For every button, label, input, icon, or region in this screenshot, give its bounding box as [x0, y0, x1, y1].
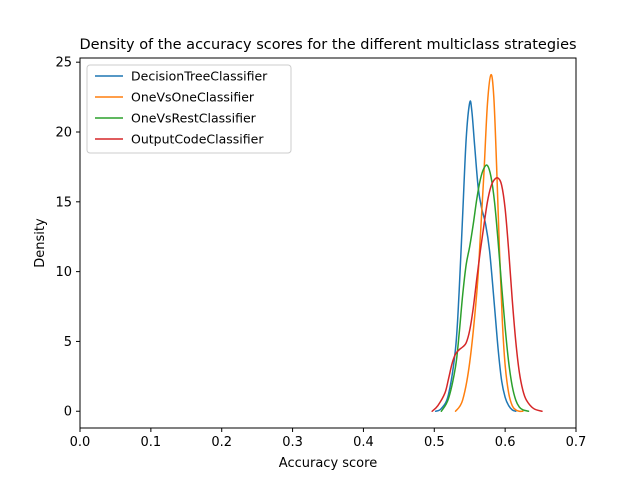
y-tick-label: 25	[55, 56, 72, 71]
series-line-one-vs-rest-classifier	[440, 164, 530, 412]
legend-label-one-vs-one-classifier: OneVsOneClassifier	[131, 90, 255, 105]
y-tick-label: 0	[64, 405, 72, 420]
series-line-one-vs-one-classifier	[454, 73, 524, 413]
y-tick-label: 5	[64, 335, 72, 350]
x-tick-label: 0.2	[211, 435, 232, 450]
x-axis-ticks: 0.0 0.1 0.2 0.3 0.4 0.5 0.6 0.7	[70, 428, 587, 450]
x-tick-label: 0.4	[353, 435, 374, 450]
x-tick-label: 0.1	[141, 435, 162, 450]
y-tick-label: 15	[55, 195, 72, 210]
legend-box	[86, 64, 292, 154]
legend-label-decision-tree-classifier: DecisionTreeClassifier	[131, 69, 268, 84]
y-tick-label: 20	[55, 126, 72, 141]
plot-area-frame	[79, 57, 577, 429]
y-axis-ticks: 0 5 10 15 20 25	[55, 56, 80, 420]
x-tick-label: 0.7	[566, 435, 587, 450]
legend-label-output-code-classifier: OutputCodeClassifier	[131, 132, 264, 147]
x-tick-label: 0.6	[495, 435, 516, 450]
series-line-output-code-classifier	[431, 176, 543, 412]
plot-lines	[431, 73, 543, 413]
x-tick-label: 0.0	[70, 435, 91, 450]
x-tick-label: 0.3	[282, 435, 303, 450]
y-axis-label: Density	[33, 218, 48, 268]
legend-label-one-vs-rest-classifier: OneVsRestClassifier	[131, 111, 257, 126]
x-axis-label: Accuracy score	[279, 456, 377, 471]
chart-title: Density of the accuracy scores for the d…	[79, 37, 576, 53]
x-tick-label: 0.5	[424, 435, 445, 450]
y-tick-label: 10	[55, 265, 72, 280]
legend: DecisionTreeClassifier OneVsOneClassifier…	[86, 64, 292, 154]
